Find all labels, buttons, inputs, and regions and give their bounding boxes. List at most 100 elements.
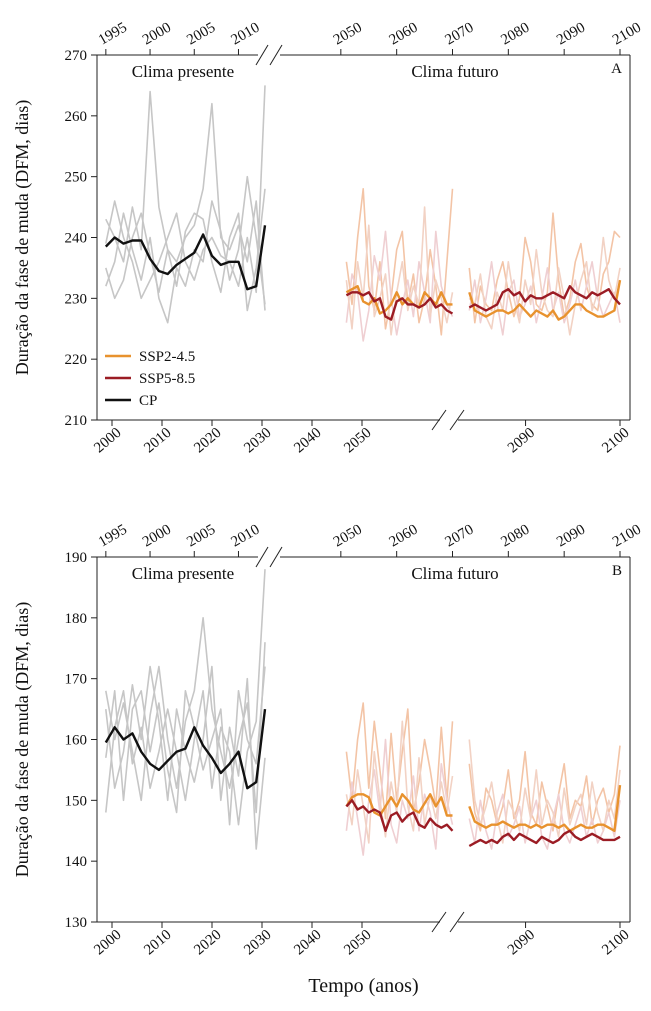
x-top-tick-label: 2000 xyxy=(140,20,174,49)
x-bottom-tick-label: 2100 xyxy=(599,425,632,457)
x-bottom-tick-label: 2020 xyxy=(191,425,224,457)
x-top-tick-label: 1995 xyxy=(96,522,130,551)
ensemble-line xyxy=(105,617,266,814)
axis-break xyxy=(431,409,447,431)
legend-label: SSP5-8.5 xyxy=(139,371,195,387)
x-bottom-tick-label: 2040 xyxy=(291,425,324,457)
y-tick-label: 250 xyxy=(65,170,88,186)
series-line xyxy=(345,793,453,817)
x-axis-title: Tempo (anos) xyxy=(308,975,418,997)
y-tick-label: 190 xyxy=(65,550,88,566)
panel: 130 140 150 160 170 180 190 1995 2000 2005 2010 205… xyxy=(12,522,644,997)
ensemble-line xyxy=(345,738,454,856)
panel-label: B xyxy=(612,563,622,579)
x-top-tick-label: 2080 xyxy=(498,522,532,551)
x-bottom-tick-label: 2030 xyxy=(241,425,274,457)
annotation: Clima presente xyxy=(132,564,234,583)
x-bottom-tick-label: 2050 xyxy=(341,425,374,457)
series-line xyxy=(468,784,622,832)
y-tick-label: 180 xyxy=(65,611,88,627)
ensemble-line xyxy=(105,188,266,312)
x-bottom-tick-label: 2040 xyxy=(291,927,324,959)
y-tick-label: 130 xyxy=(65,915,88,931)
axis-break xyxy=(431,911,447,933)
series-line xyxy=(104,225,267,291)
ensemble-line xyxy=(105,90,266,311)
x-top-tick-label: 2090 xyxy=(554,20,588,49)
x-bottom-tick-label: 2000 xyxy=(91,927,124,959)
ensemble-line xyxy=(468,739,621,844)
ensemble-line xyxy=(468,236,621,336)
annotation: Clima presente xyxy=(132,62,234,81)
ensemble-line xyxy=(105,665,266,850)
x-bottom-tick-label: 2000 xyxy=(91,425,124,457)
y-tick-label: 160 xyxy=(65,733,88,749)
ensemble-line xyxy=(105,569,266,826)
x-top-tick-label: 2050 xyxy=(331,522,365,551)
x-top-tick-label: 2090 xyxy=(554,522,588,551)
ensemble-line xyxy=(345,188,454,336)
x-top-tick-label: 2010 xyxy=(228,20,262,49)
ensemble-line xyxy=(345,206,454,336)
x-top-tick-label: 2100 xyxy=(610,522,644,551)
ensemble-line xyxy=(345,230,454,342)
y-axis-title: Duração da fase de muda (DFM, dias) xyxy=(12,602,33,877)
ensemble-line xyxy=(468,793,621,850)
series-line xyxy=(468,829,621,848)
legend-label: CP xyxy=(139,393,157,409)
ensemble-line xyxy=(468,261,621,336)
axis-break xyxy=(269,546,283,568)
axis-break xyxy=(269,44,283,66)
x-top-tick-label: 1995 xyxy=(96,20,130,49)
x-bottom-tick-label: 2090 xyxy=(505,927,538,959)
x-bottom-tick-label: 2010 xyxy=(141,927,174,959)
series-line xyxy=(345,285,453,315)
x-top-tick-label: 2000 xyxy=(140,522,174,551)
ensemble-line xyxy=(345,720,454,844)
axis-break xyxy=(449,911,465,933)
x-top-tick-label: 2005 xyxy=(184,522,218,551)
series-line xyxy=(104,708,267,790)
panel: 210 220 230 240 250 260 270 1995 2000 2005 2010 205… xyxy=(12,20,644,457)
series-line xyxy=(345,291,454,321)
x-top-tick-label: 2010 xyxy=(228,522,262,551)
annotation: Clima futuro xyxy=(411,564,498,583)
x-bottom-tick-label: 2010 xyxy=(141,425,174,457)
x-top-tick-label: 2080 xyxy=(498,20,532,49)
x-bottom-tick-label: 2020 xyxy=(191,927,224,959)
y-axis-title: Duração da fase de muda (DFM, dias) xyxy=(12,100,33,375)
y-tick-label: 260 xyxy=(65,109,88,125)
x-top-tick-label: 2070 xyxy=(443,20,477,49)
legend-label: SSP2-4.5 xyxy=(139,349,195,365)
panel-label: A xyxy=(611,61,622,77)
x-top-tick-label: 2050 xyxy=(331,20,365,49)
y-tick-label: 240 xyxy=(65,231,88,247)
y-tick-label: 150 xyxy=(65,793,88,809)
x-bottom-tick-label: 2050 xyxy=(341,927,374,959)
y-tick-label: 210 xyxy=(65,413,88,429)
y-tick-label: 270 xyxy=(65,48,88,64)
ensemble-line xyxy=(105,85,266,300)
y-tick-label: 230 xyxy=(65,291,88,307)
series-line xyxy=(345,799,454,832)
x-top-tick-label: 2060 xyxy=(387,522,421,551)
legend: SSP2-4.5 SSP5-8.5 CP xyxy=(105,349,195,409)
annotation: Clima futuro xyxy=(411,62,498,81)
y-tick-label: 220 xyxy=(65,352,88,368)
series-line xyxy=(468,285,621,312)
axis-break xyxy=(449,409,465,431)
x-bottom-tick-label: 2030 xyxy=(241,927,274,959)
y-tick-label: 140 xyxy=(65,854,88,870)
ensemble-line xyxy=(105,175,266,324)
series-line xyxy=(468,279,622,321)
x-top-tick-label: 2070 xyxy=(443,522,477,551)
ensemble-line xyxy=(105,666,266,826)
x-top-tick-label: 2100 xyxy=(610,20,644,49)
x-top-tick-label: 2005 xyxy=(184,20,218,49)
x-top-tick-label: 2060 xyxy=(387,20,421,49)
x-bottom-tick-label: 2090 xyxy=(505,425,538,457)
axis-break xyxy=(255,546,269,568)
axis-break xyxy=(255,44,269,66)
x-bottom-tick-label: 2100 xyxy=(599,927,632,959)
